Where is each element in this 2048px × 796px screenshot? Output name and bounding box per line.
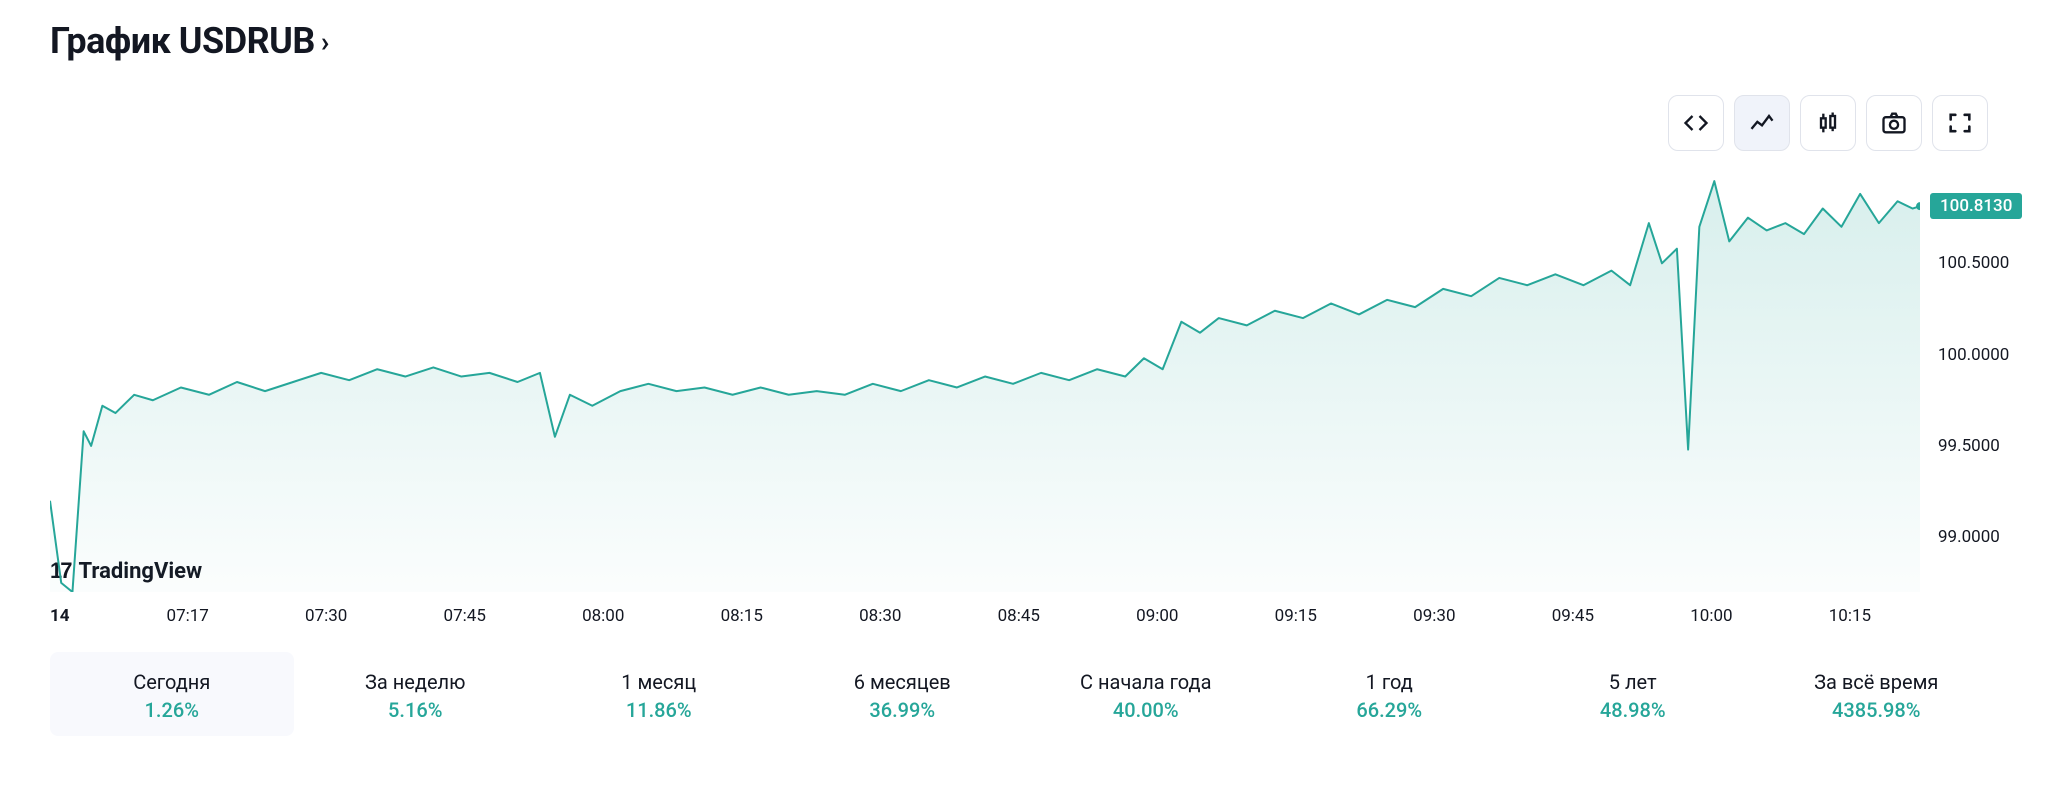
y-axis-tick: 100.0000 xyxy=(1938,345,2009,365)
x-axis-tick: 10:00 xyxy=(1690,606,1732,626)
period-value: 4385.98% xyxy=(1755,698,1999,722)
price-chart-svg xyxy=(50,172,1920,592)
period-label: С начала года xyxy=(1024,670,1268,694)
chart-area[interactable]: 17 TradingView 99.000099.5000100.0000100… xyxy=(50,102,1998,642)
period-label: 1 месяц xyxy=(537,670,781,694)
chart-title[interactable]: График USDRUB xyxy=(50,20,315,62)
period-value: 66.29% xyxy=(1268,698,1512,722)
period-option[interactable]: 1 месяц 11.86% xyxy=(537,652,781,736)
period-option[interactable]: 6 месяцев 36.99% xyxy=(781,652,1025,736)
period-option[interactable]: За всё время 4385.98% xyxy=(1755,652,1999,736)
chart-header: График USDRUB › xyxy=(50,20,1998,62)
period-option[interactable]: 1 год 66.29% xyxy=(1268,652,1512,736)
x-axis-tick: 07:30 xyxy=(305,606,347,626)
period-value: 40.00% xyxy=(1024,698,1268,722)
period-selector: Сегодня1.26%За неделю5.16%1 месяц11.86%6… xyxy=(50,652,1998,736)
y-axis-tick: 99.0000 xyxy=(1938,527,2000,547)
period-label: 1 год xyxy=(1268,670,1512,694)
x-axis-tick: 10:15 xyxy=(1829,606,1871,626)
period-option[interactable]: 5 лет 48.98% xyxy=(1511,652,1755,736)
period-option[interactable]: С начала года 40.00% xyxy=(1024,652,1268,736)
x-axis-tick: 09:30 xyxy=(1413,606,1455,626)
x-axis-tick: 08:30 xyxy=(859,606,901,626)
x-axis-tick: 09:15 xyxy=(1275,606,1317,626)
chevron-right-icon[interactable]: › xyxy=(321,25,329,58)
current-price-badge: 100.8130 xyxy=(1930,193,2022,219)
x-axis-tick: 07:45 xyxy=(444,606,486,626)
period-value: 1.26% xyxy=(50,698,294,722)
period-label: 6 месяцев xyxy=(781,670,1025,694)
period-option[interactable]: За неделю 5.16% xyxy=(294,652,538,736)
period-value: 36.99% xyxy=(781,698,1025,722)
period-value: 5.16% xyxy=(294,698,538,722)
y-axis-tick: 99.5000 xyxy=(1938,436,2000,456)
period-value: 11.86% xyxy=(537,698,781,722)
x-axis-tick: 14 xyxy=(50,606,70,626)
period-label: 5 лет xyxy=(1511,670,1755,694)
x-axis-tick: 09:00 xyxy=(1136,606,1178,626)
x-axis-tick: 08:15 xyxy=(721,606,763,626)
period-label: Сегодня xyxy=(50,670,294,694)
period-option[interactable]: Сегодня 1.26% xyxy=(50,652,294,736)
x-axis-tick: 08:00 xyxy=(582,606,624,626)
x-axis-tick: 09:45 xyxy=(1552,606,1594,626)
period-label: За всё время xyxy=(1755,670,1999,694)
y-axis-tick: 100.5000 xyxy=(1938,253,2009,273)
x-axis-tick: 07:17 xyxy=(167,606,209,626)
period-label: За неделю xyxy=(294,670,538,694)
period-value: 48.98% xyxy=(1511,698,1755,722)
x-axis-tick: 08:45 xyxy=(998,606,1040,626)
